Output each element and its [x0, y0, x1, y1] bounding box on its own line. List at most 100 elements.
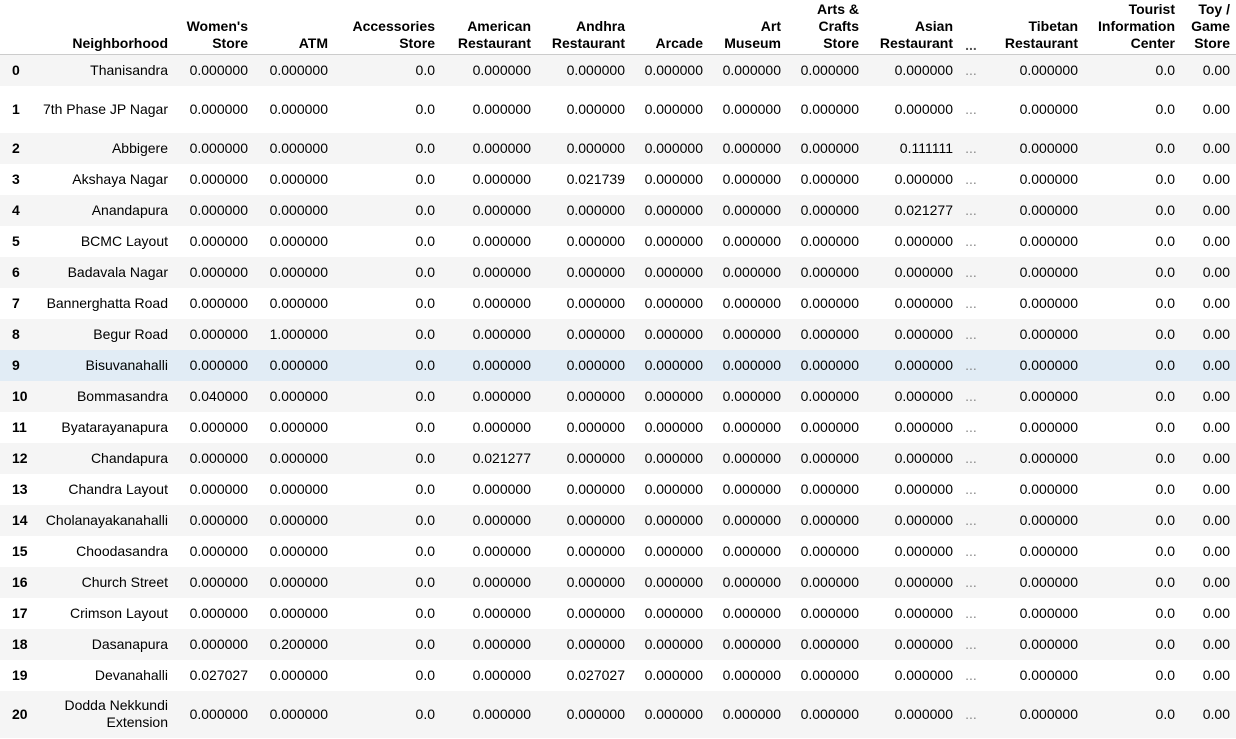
value-cell: 0.000000	[269, 139, 328, 156]
value-cell: 0.000000	[566, 604, 625, 621]
value-cell: 0.0	[415, 635, 435, 652]
value-cell: 0.00	[1202, 705, 1230, 722]
ellipsis-cell: ...	[965, 449, 977, 466]
value-cell: 0.0	[1155, 604, 1175, 621]
value-cell: 0.000000	[800, 604, 859, 621]
value-cell: 0.0	[415, 666, 435, 683]
table-row: 19 Devanahalli 0.027027 0.000000 0.0 0.000000…	[0, 659, 1236, 691]
value-cell: 0.000000	[800, 325, 859, 342]
value-cell: 0.000000	[472, 418, 531, 435]
value-cell: 0.000000	[566, 356, 625, 373]
column-header-ellipsis: ...	[959, 0, 983, 55]
value-cell: 0.000000	[472, 100, 531, 117]
value-cell: 0.000000	[894, 263, 953, 280]
ellipsis-cell: ...	[965, 387, 977, 404]
value-cell: 0.00	[1202, 604, 1230, 621]
value-cell: 1.000000	[269, 325, 328, 342]
ellipsis-cell: ...	[965, 705, 977, 722]
value-cell: 0.00	[1202, 61, 1230, 78]
value-cell: 0.0	[415, 294, 435, 311]
value-cell: 0.000000	[644, 449, 703, 466]
value-cell: 0.0	[1155, 511, 1175, 528]
value-cell: 0.000000	[644, 61, 703, 78]
neighborhood-cell: Dodda Nekkundi Extension	[64, 697, 168, 730]
value-cell: 0.000000	[269, 387, 328, 404]
value-cell: 0.000000	[1019, 100, 1078, 117]
value-cell: 0.000000	[189, 542, 248, 559]
neighborhood-cell: Bisuvanahalli	[85, 356, 169, 373]
value-cell: 0.000000	[722, 666, 781, 683]
value-cell: 0.000000	[800, 100, 859, 117]
value-cell: 0.000000	[269, 232, 328, 249]
value-cell: 0.000000	[800, 387, 859, 404]
value-cell: 0.0	[1155, 100, 1175, 117]
value-cell: 0.0	[1155, 294, 1175, 311]
value-cell: 0.000000	[894, 542, 953, 559]
value-cell: 0.000000	[189, 705, 248, 722]
column-header: Toy / Game Store	[1181, 0, 1236, 55]
table-row: 15 Choodasandra 0.000000 0.000000 0.0 0.00000…	[0, 535, 1236, 567]
value-cell: 0.111111	[899, 139, 953, 156]
value-cell: 0.000000	[800, 170, 859, 187]
value-cell: 0.0	[415, 100, 435, 117]
value-cell: 0.000000	[472, 604, 531, 621]
value-cell: 0.000000	[189, 480, 248, 497]
value-cell: 0.000000	[894, 387, 953, 404]
column-header: ATM	[254, 0, 334, 55]
value-cell: 0.000000	[894, 294, 953, 311]
value-cell: 0.000000	[472, 139, 531, 156]
value-cell: 0.000000	[566, 480, 625, 497]
value-cell: 0.000000	[800, 356, 859, 373]
column-header: Accessories Store	[334, 0, 441, 55]
table-body: 0 Thanisandra 0.000000 0.000000 0.0 0.000000 0…	[0, 54, 1236, 738]
value-cell: 0.0	[415, 356, 435, 373]
value-cell: 0.000000	[722, 100, 781, 117]
value-cell: 0.000000	[800, 480, 859, 497]
value-cell: 0.000000	[644, 263, 703, 280]
value-cell: 0.0	[1155, 139, 1175, 156]
value-cell: 0.000000	[1019, 325, 1078, 342]
neighborhood-cell: Church Street	[81, 573, 168, 590]
value-cell: 0.000000	[644, 511, 703, 528]
value-cell: 0.000000	[566, 387, 625, 404]
neighborhood-cell: Cholanayakanahalli	[45, 511, 168, 528]
value-cell: 0.0	[415, 480, 435, 497]
value-cell: 0.000000	[644, 201, 703, 218]
table-row: 9 Bisuvanahalli 0.000000 0.000000 0.0 0.00000…	[0, 349, 1236, 381]
neighborhood-cell: Badavala Nagar	[67, 263, 168, 280]
value-cell: 0.000000	[1019, 705, 1078, 722]
value-cell: 0.000000	[269, 418, 328, 435]
ellipsis-cell: ...	[965, 480, 977, 497]
value-cell: 0.000000	[644, 325, 703, 342]
value-cell: 0.000000	[722, 139, 781, 156]
value-cell: 0.000000	[800, 418, 859, 435]
value-cell: 0.0	[1155, 263, 1175, 280]
table-row: 7 Bannerghatta Road 0.000000 0.000000 0.0 0.0…	[0, 287, 1236, 319]
value-cell: 0.000000	[722, 356, 781, 373]
value-cell: 0.000000	[472, 573, 531, 590]
ellipsis-cell: ...	[965, 170, 977, 187]
value-cell: 0.000000	[189, 635, 248, 652]
table-row: 16 Church Street 0.000000 0.000000 0.0 0.0000…	[0, 566, 1236, 598]
value-cell: 0.000000	[189, 263, 248, 280]
value-cell: 0.000000	[472, 325, 531, 342]
value-cell: 0.00	[1202, 387, 1230, 404]
table-row: 1 7th Phase JP Nagar 0.000000 0.000000 0.0 0.…	[0, 85, 1236, 133]
value-cell: 0.000000	[800, 294, 859, 311]
neighborhood-cell: BCMC Layout	[80, 232, 168, 249]
value-cell: 0.000000	[722, 480, 781, 497]
row-index: 5	[12, 232, 20, 249]
value-cell: 0.000000	[894, 61, 953, 78]
neighborhood-cell: Thanisandra	[90, 61, 168, 78]
value-cell: 0.000000	[894, 232, 953, 249]
value-cell: 0.00	[1202, 449, 1230, 466]
column-header: Andhra Restaurant	[537, 0, 631, 55]
value-cell: 0.000000	[566, 61, 625, 78]
value-cell: 0.000000	[644, 480, 703, 497]
neighborhood-cell: Begur Road	[93, 325, 168, 342]
ellipsis-cell: ...	[965, 139, 977, 156]
value-cell: 0.000000	[644, 542, 703, 559]
value-cell: 0.000000	[644, 170, 703, 187]
value-cell: 0.00	[1202, 294, 1230, 311]
